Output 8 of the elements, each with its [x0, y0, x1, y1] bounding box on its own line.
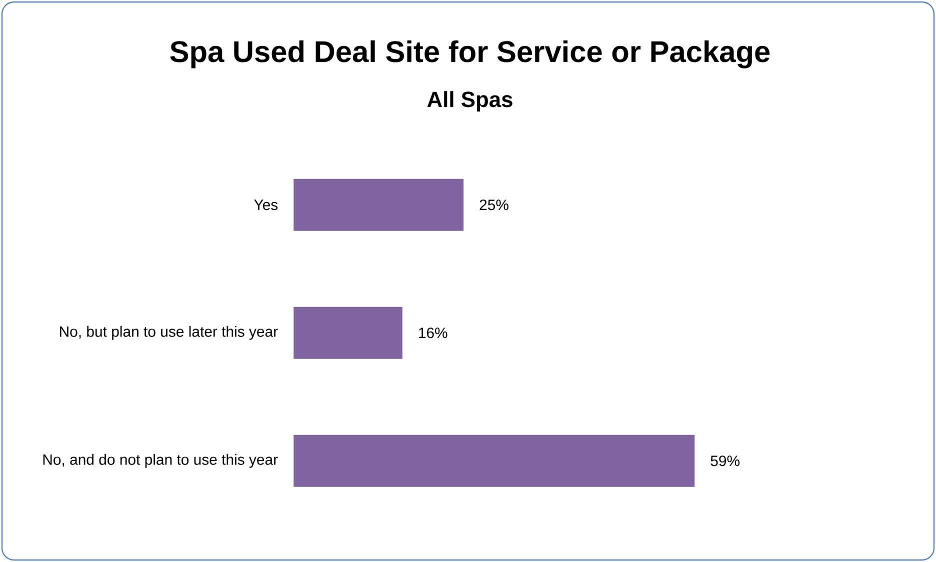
chart-title: Spa Used Deal Site for Service or Package: [170, 40, 770, 68]
y-tick-label: No, but plan to use later this year: [60, 326, 278, 340]
data-label: 16%: [419, 328, 448, 338]
y-tick-label: Yes: [254, 200, 278, 210]
y-tick-label: No, and do not plan to use this year: [43, 454, 278, 468]
data-label: 25%: [480, 200, 508, 210]
chart-subtitle: All Spas: [427, 91, 512, 112]
data-label: 59%: [710, 456, 740, 466]
